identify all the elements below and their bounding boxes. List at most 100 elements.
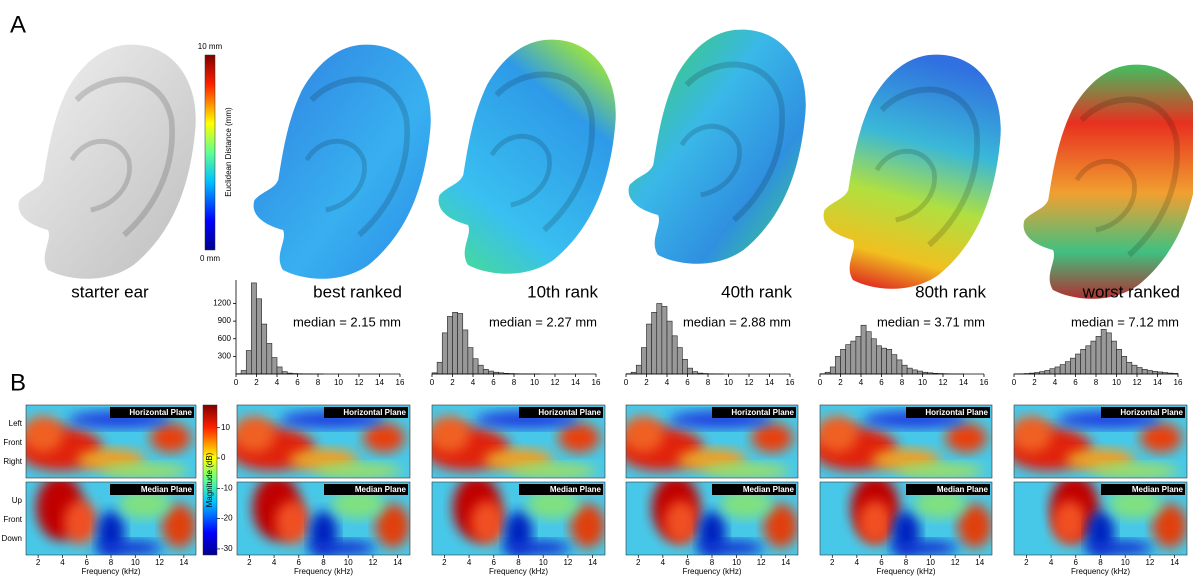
bar: [892, 355, 897, 374]
figure: A B starter ear 10 mm 0 mm Euclidean Dis…: [0, 0, 1193, 576]
annotation: median = 2.15 mm: [293, 314, 401, 329]
heat-blob: [315, 463, 402, 478]
y-tick-label: 300: [218, 351, 232, 360]
bar: [1050, 369, 1055, 374]
heat-blob: [858, 500, 892, 544]
bar: [841, 349, 846, 374]
heat-blob: [946, 423, 987, 452]
x-tick-label: 16: [786, 378, 795, 387]
heat-blob: [94, 540, 162, 555]
x-tick-label: 14: [179, 558, 188, 567]
bar: [1147, 370, 1152, 374]
bar: [1070, 358, 1075, 374]
x-tick-label: 6: [297, 558, 302, 567]
x-tick-label: 14: [959, 378, 968, 387]
x-axis-title: Frequency (kHz): [876, 567, 935, 576]
y-tick-label: 1200: [213, 299, 231, 308]
bar: [1045, 370, 1050, 374]
x-tick-label: 2: [636, 558, 641, 567]
heat-blob: [1140, 423, 1182, 452]
x-tick-label: 14: [781, 558, 790, 567]
bar: [262, 324, 267, 374]
x-tick-label: 12: [551, 378, 560, 387]
heat-blob: [429, 416, 471, 453]
bar: [882, 348, 887, 374]
colorbar-min: 0 mm: [200, 254, 220, 263]
x-tick-label: 6: [879, 558, 884, 567]
bar: [1111, 341, 1116, 374]
heat-blob: [1092, 463, 1179, 478]
x-tick-label: 4: [661, 558, 666, 567]
y-tick-label: 900: [218, 316, 232, 325]
x-tick-label: 6: [492, 558, 497, 567]
heat-blob: [306, 540, 375, 555]
plane-label: Median Plane: [743, 485, 795, 494]
ear-image: [254, 45, 431, 279]
x-tick-label: 4: [60, 558, 65, 567]
bar: [866, 332, 871, 374]
colorbar-title: Magnitude (dB): [205, 452, 214, 507]
x-tick-label: 8: [316, 378, 321, 387]
y-label: Right: [3, 457, 22, 466]
ear-shape: [1024, 65, 1193, 299]
bar: [641, 348, 646, 374]
x-tick-label: 8: [706, 378, 711, 387]
x-tick-label: 14: [765, 378, 774, 387]
heat-blob: [695, 540, 764, 555]
bar: [647, 324, 652, 374]
caption: starter ear: [71, 282, 149, 301]
bar: [453, 312, 458, 374]
x-tick-label: 12: [757, 558, 766, 567]
bar: [1065, 362, 1070, 374]
bar: [830, 367, 835, 374]
bar: [677, 348, 682, 374]
x-tick-label: 8: [900, 378, 905, 387]
bar: [1055, 367, 1060, 374]
x-tick-label: 16: [1174, 378, 1183, 387]
x-tick-label: 0: [624, 378, 629, 387]
x-tick-label: 10: [918, 378, 927, 387]
y-label: Up: [12, 496, 23, 505]
x-tick-label: 2: [36, 558, 41, 567]
x-tick-label: 10: [926, 558, 935, 567]
bar: [1122, 356, 1127, 374]
x-tick-label: 14: [1153, 378, 1162, 387]
bar: [468, 348, 473, 374]
ear-image: [1024, 65, 1193, 299]
heat-blob: [1083, 540, 1152, 555]
x-tick-label: 16: [592, 378, 601, 387]
bar: [478, 365, 483, 374]
bar: [652, 312, 657, 374]
x-tick-label: 14: [375, 378, 384, 387]
x-tick-label: 6: [879, 378, 884, 387]
heat-blob: [703, 463, 789, 478]
heat-blob: [103, 463, 188, 478]
x-tick-label: 12: [155, 558, 164, 567]
bar: [458, 313, 463, 374]
x-tick-label: 2: [442, 558, 447, 567]
ear-image: [629, 30, 806, 264]
x-tick-label: 4: [467, 558, 472, 567]
x-tick-label: 2: [838, 378, 843, 387]
colorbar-title: Euclidean Distance (mm): [224, 107, 233, 197]
heat-blob: [234, 416, 276, 453]
x-tick-label: 10: [539, 558, 548, 567]
heat-blob: [889, 540, 958, 555]
bar: [856, 336, 861, 374]
bar: [861, 325, 866, 374]
bar: [871, 339, 876, 374]
plane-label: Median Plane: [141, 485, 193, 494]
x-tick-label: 8: [109, 558, 114, 567]
heat-blob: [664, 500, 698, 544]
y-label: Front: [3, 515, 22, 524]
heat-blob: [510, 463, 597, 478]
x-tick-label: 2: [830, 558, 835, 567]
x-tick-label: 4: [275, 378, 280, 387]
x-tick-label: 8: [1098, 558, 1103, 567]
x-tick-label: 0: [1012, 378, 1017, 387]
heat-blob: [897, 463, 983, 478]
x-tick-label: 2: [644, 378, 649, 387]
bar: [1117, 349, 1122, 374]
x-tick-label: 6: [1073, 378, 1078, 387]
bar: [1091, 341, 1096, 374]
